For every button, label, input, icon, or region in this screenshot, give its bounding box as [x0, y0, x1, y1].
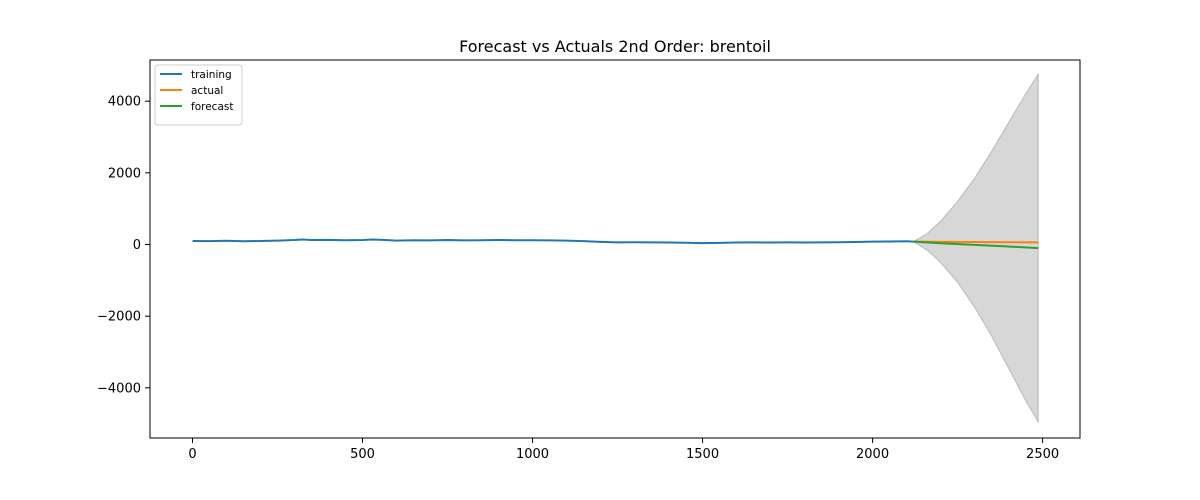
- y-tick-label: 0: [133, 238, 141, 253]
- x-tick-label: 1000: [516, 447, 549, 462]
- legend-label-training: training: [191, 69, 232, 81]
- legend: training actual forecast: [154, 64, 243, 126]
- chart-title: Forecast vs Actuals 2nd Order: brentoil: [459, 37, 771, 56]
- x-tick-label: 1500: [686, 447, 719, 462]
- legend-box: [154, 64, 243, 126]
- axes-frame: [149, 59, 1081, 439]
- axis-ticks: 0 500 1000 1500 2000 2500 4000 2000 0 −2000 −4000: [97, 95, 1059, 462]
- plot-area: [192, 72, 1039, 424]
- x-tick-label: 2000: [856, 447, 889, 462]
- y-tick-label: −4000: [97, 381, 141, 396]
- legend-label-actual: actual: [191, 85, 223, 97]
- y-tick-label: 2000: [108, 166, 141, 181]
- y-tick-label: 4000: [108, 95, 141, 110]
- legend-label-forecast: forecast: [191, 101, 233, 113]
- series-line-forecast: [913, 240, 1039, 250]
- x-tick-label: 500: [350, 447, 375, 462]
- confidence-band: [912, 72, 1039, 424]
- x-tick-label: 2500: [1026, 447, 1059, 462]
- y-tick-label: −2000: [97, 310, 141, 325]
- series-line-training: [192, 238, 914, 245]
- x-tick-label: 0: [188, 447, 196, 462]
